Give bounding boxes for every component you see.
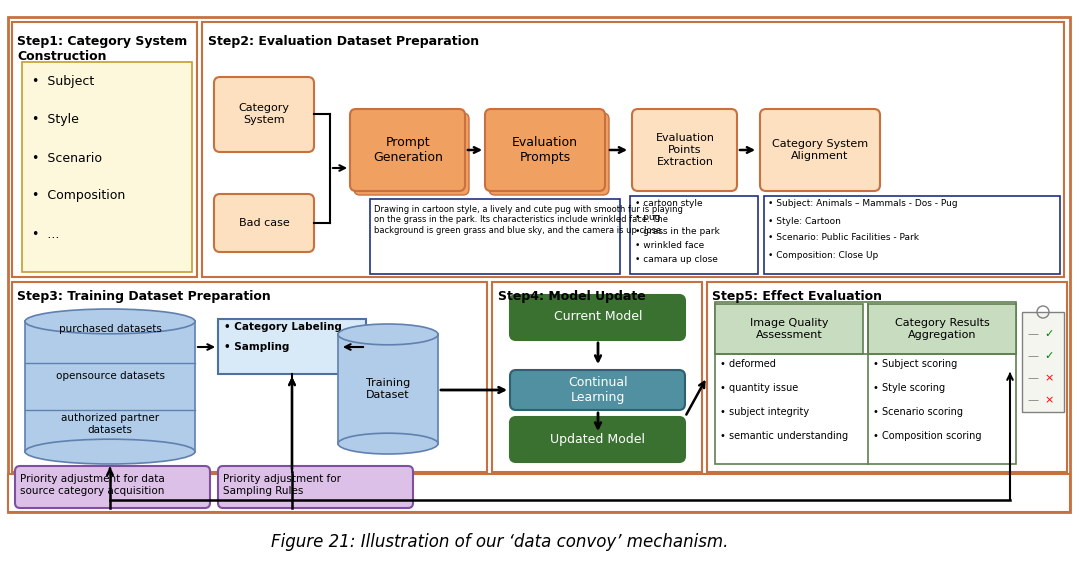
FancyBboxPatch shape — [354, 113, 469, 195]
Text: Step3: Training Dataset Preparation: Step3: Training Dataset Preparation — [17, 290, 271, 303]
FancyBboxPatch shape — [218, 466, 413, 508]
Text: • Category Labeling: • Category Labeling — [224, 322, 342, 332]
Text: Evaluation
Prompts: Evaluation Prompts — [512, 136, 578, 164]
Text: •  ...: • ... — [32, 228, 59, 240]
Text: Updated Model: Updated Model — [551, 434, 646, 447]
Text: Priority adjustment for data
source category acquisition: Priority adjustment for data source cate… — [21, 474, 165, 496]
Text: ×: × — [1044, 395, 1053, 405]
Bar — [22, 62, 192, 272]
Text: Step1: Category System
Construction: Step1: Category System Construction — [17, 35, 187, 63]
Text: • deformed: • deformed — [720, 359, 775, 369]
Text: Category System
Alignment: Category System Alignment — [772, 139, 868, 161]
Bar — [338, 335, 438, 444]
Text: opensource datasets: opensource datasets — [55, 371, 164, 381]
Bar — [1022, 312, 1064, 412]
Text: Step4: Model Update: Step4: Model Update — [498, 290, 646, 303]
Bar — [370, 199, 620, 274]
Bar — [492, 282, 702, 472]
Text: Current Model: Current Model — [554, 311, 643, 324]
Text: • pug: • pug — [635, 213, 661, 223]
Bar — [25, 321, 195, 452]
Text: Prompt
Generation: Prompt Generation — [373, 136, 443, 164]
Text: —: — — [1027, 373, 1038, 383]
Text: • Sampling: • Sampling — [224, 342, 289, 352]
Bar — [764, 196, 1059, 274]
FancyBboxPatch shape — [510, 295, 685, 340]
Bar — [630, 196, 758, 274]
Text: • subject integrity: • subject integrity — [720, 407, 809, 417]
Text: Continual
Learning: Continual Learning — [568, 376, 627, 404]
Text: Category
System: Category System — [239, 103, 289, 125]
Text: Evaluation
Points
Extraction: Evaluation Points Extraction — [656, 133, 715, 166]
Bar — [8, 474, 1070, 512]
Bar — [868, 304, 1016, 354]
FancyBboxPatch shape — [357, 117, 473, 199]
Text: Priority adjustment for
Sampling Rules: Priority adjustment for Sampling Rules — [222, 474, 341, 496]
Text: • Scenario: Public Facilities - Park: • Scenario: Public Facilities - Park — [768, 233, 919, 243]
Text: —: — — [1027, 395, 1038, 405]
Bar — [707, 282, 1067, 472]
Text: •  Composition: • Composition — [32, 189, 125, 202]
Text: Step2: Evaluation Dataset Preparation: Step2: Evaluation Dataset Preparation — [208, 35, 480, 48]
Ellipse shape — [25, 309, 195, 334]
Text: • wrinkled face: • wrinkled face — [635, 241, 704, 251]
Text: authorized partner
datasets: authorized partner datasets — [60, 413, 159, 435]
Text: • Style scoring: • Style scoring — [873, 383, 945, 393]
Bar — [715, 302, 1016, 464]
Text: purchased datasets: purchased datasets — [58, 324, 161, 334]
Text: • semantic understanding: • semantic understanding — [720, 431, 848, 441]
FancyBboxPatch shape — [760, 109, 880, 191]
Bar — [218, 319, 366, 374]
Text: Figure 21: Illustration of our ‘data convoy’ mechanism.: Figure 21: Illustration of our ‘data con… — [271, 533, 729, 551]
Ellipse shape — [338, 433, 438, 454]
Text: • Subject scoring: • Subject scoring — [873, 359, 957, 369]
Text: •  Style: • Style — [32, 113, 79, 126]
Bar — [8, 17, 1070, 512]
Text: • grass in the park: • grass in the park — [635, 228, 719, 236]
Bar — [715, 304, 863, 354]
Text: Training
Dataset: Training Dataset — [366, 378, 410, 400]
Text: • Subject: Animals – Mammals - Dos - Pug: • Subject: Animals – Mammals - Dos - Pug — [768, 200, 958, 209]
FancyBboxPatch shape — [485, 109, 605, 191]
Text: • Style: Cartoon: • Style: Cartoon — [768, 216, 841, 225]
Text: —: — — [1027, 351, 1038, 361]
Text: —: — — [1027, 329, 1038, 339]
Ellipse shape — [338, 324, 438, 345]
FancyBboxPatch shape — [510, 417, 685, 462]
Text: Step5: Effect Evaluation: Step5: Effect Evaluation — [712, 290, 882, 303]
Text: ✓: ✓ — [1044, 329, 1053, 339]
Text: •  Subject: • Subject — [32, 76, 94, 89]
FancyBboxPatch shape — [214, 77, 314, 152]
Text: Bad case: Bad case — [239, 218, 289, 228]
FancyBboxPatch shape — [492, 117, 613, 199]
Bar — [202, 22, 1064, 277]
Text: ×: × — [1044, 373, 1053, 383]
Text: Category Results
Aggregation: Category Results Aggregation — [894, 318, 989, 340]
FancyBboxPatch shape — [632, 109, 737, 191]
Bar — [12, 282, 487, 472]
Text: Image Quality
Assessment: Image Quality Assessment — [750, 318, 828, 340]
Text: ✓: ✓ — [1044, 351, 1053, 361]
Text: • Composition: Close Up: • Composition: Close Up — [768, 251, 878, 260]
Text: • cartoon style: • cartoon style — [635, 200, 703, 209]
FancyBboxPatch shape — [489, 113, 609, 195]
Text: • Composition scoring: • Composition scoring — [873, 431, 982, 441]
FancyBboxPatch shape — [350, 109, 465, 191]
FancyBboxPatch shape — [214, 194, 314, 252]
Text: • camara up close: • camara up close — [635, 256, 718, 264]
Ellipse shape — [25, 439, 195, 464]
FancyBboxPatch shape — [510, 370, 685, 410]
Text: • quantity issue: • quantity issue — [720, 383, 798, 393]
Text: • Scenario scoring: • Scenario scoring — [873, 407, 963, 417]
Text: •  Scenario: • Scenario — [32, 152, 102, 165]
Text: Step6: Iteration: Step6: Iteration — [14, 476, 125, 490]
Text: Drawing in cartoon style, a lively and cute pug with smooth fur is playing
on th: Drawing in cartoon style, a lively and c… — [374, 205, 683, 235]
Bar — [12, 22, 197, 277]
FancyBboxPatch shape — [15, 466, 210, 508]
